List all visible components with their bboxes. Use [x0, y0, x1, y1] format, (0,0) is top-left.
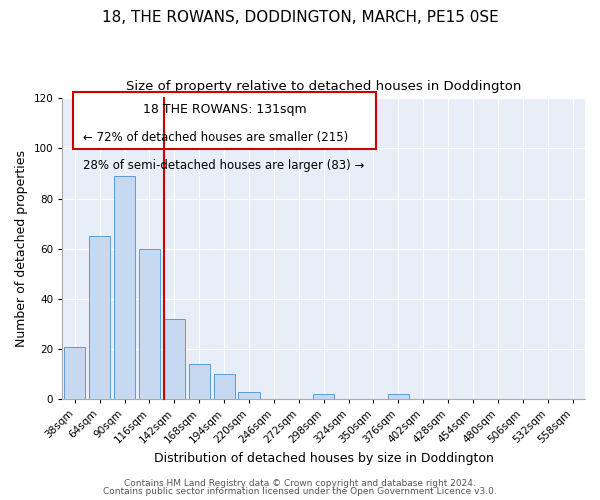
Text: 18 THE ROWANS: 131sqm: 18 THE ROWANS: 131sqm	[143, 103, 306, 116]
Bar	[139, 249, 160, 399]
Title: Size of property relative to detached houses in Doddington: Size of property relative to detached ho…	[126, 80, 521, 93]
Text: 28% of semi-detached houses are larger (83) →: 28% of semi-detached houses are larger (…	[83, 158, 365, 172]
Bar	[188, 364, 210, 399]
Bar	[114, 176, 135, 399]
Text: Contains HM Land Registry data © Crown copyright and database right 2024.: Contains HM Land Registry data © Crown c…	[124, 478, 476, 488]
Text: Contains public sector information licensed under the Open Government Licence v3: Contains public sector information licen…	[103, 487, 497, 496]
Text: 18, THE ROWANS, DODDINGTON, MARCH, PE15 0SE: 18, THE ROWANS, DODDINGTON, MARCH, PE15 …	[101, 10, 499, 25]
Bar	[64, 346, 85, 399]
Bar	[164, 319, 185, 399]
Bar	[89, 236, 110, 399]
X-axis label: Distribution of detached houses by size in Doddington: Distribution of detached houses by size …	[154, 452, 494, 465]
Bar	[214, 374, 235, 399]
Y-axis label: Number of detached properties: Number of detached properties	[15, 150, 28, 348]
Text: ← 72% of detached houses are smaller (215): ← 72% of detached houses are smaller (21…	[83, 132, 349, 144]
Bar	[238, 392, 260, 399]
FancyBboxPatch shape	[73, 92, 376, 150]
Bar	[313, 394, 334, 399]
Bar	[388, 394, 409, 399]
